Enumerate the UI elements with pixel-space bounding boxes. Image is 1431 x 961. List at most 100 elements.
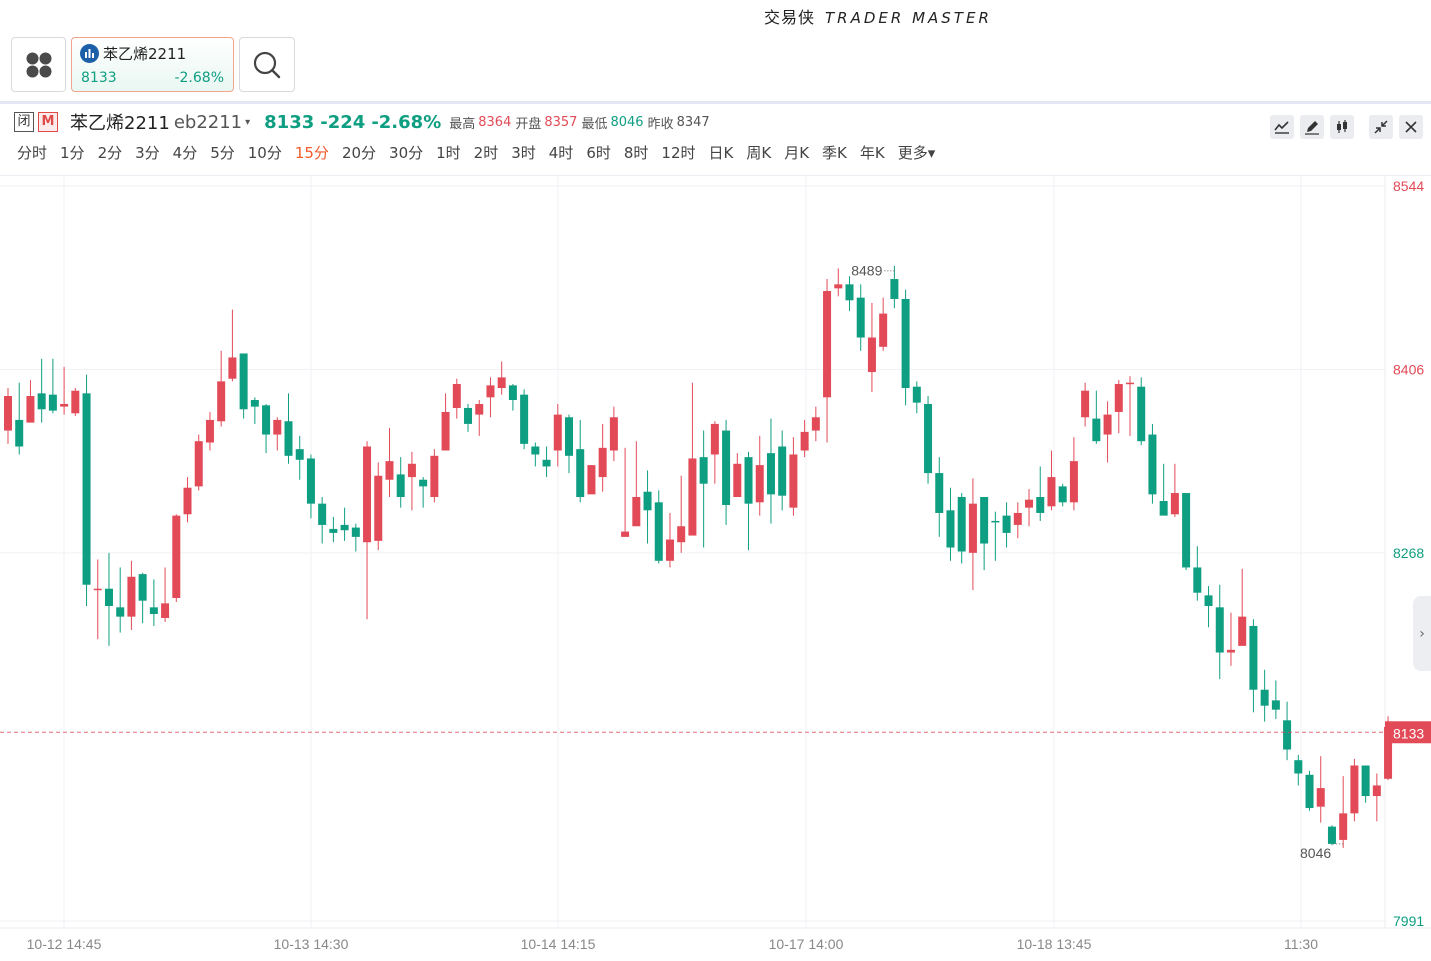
brand-en: TRADER MASTER bbox=[825, 9, 992, 27]
period-tab[interactable]: 20分 bbox=[341, 144, 377, 162]
line-chart-icon bbox=[1274, 121, 1289, 134]
candle-body bbox=[924, 403, 933, 474]
top-toolbar: 苯乙烯2211 8133 -2.68% bbox=[0, 36, 1431, 94]
period-tab[interactable]: 15分 bbox=[294, 144, 329, 162]
quote-card-price: 8133 bbox=[81, 70, 117, 86]
candle-body bbox=[665, 539, 674, 561]
candle-body bbox=[879, 313, 888, 347]
candle-body bbox=[318, 503, 327, 525]
candle-body bbox=[430, 455, 439, 498]
candle-body bbox=[744, 457, 753, 504]
search-button[interactable] bbox=[239, 37, 295, 92]
candle-body bbox=[1226, 649, 1235, 653]
collapse-button[interactable] bbox=[1369, 115, 1393, 139]
candle-body bbox=[980, 497, 989, 544]
candle-body bbox=[1013, 512, 1022, 525]
indicator-button[interactable] bbox=[1270, 115, 1294, 139]
candle-body bbox=[464, 407, 473, 424]
brand-cn: 交易侠 bbox=[764, 8, 816, 27]
period-tab[interactable]: 12时 bbox=[661, 144, 696, 162]
prev-close-value: 8347 bbox=[676, 114, 710, 130]
candle-body bbox=[991, 520, 1000, 523]
market-closed-badge: 闭 bbox=[14, 112, 34, 132]
quote-card[interactable]: 苯乙烯2211 8133 -2.68% bbox=[71, 37, 234, 92]
candle-body bbox=[161, 603, 170, 618]
kline-chart[interactable]: 10-12 14:45 10-13 14:30 10-14 14:15 10-17 1… bbox=[0, 175, 1431, 956]
period-tab[interactable]: 3分 bbox=[135, 144, 160, 162]
candlestick-chart[interactable]: 10-12 14:45 10-13 14:30 10-14 14:15 10-17 1… bbox=[0, 176, 1431, 957]
period-tab[interactable]: 周K bbox=[746, 144, 772, 162]
period-tab[interactable]: 1分 bbox=[60, 144, 85, 162]
chevron-down-icon[interactable]: ▾ bbox=[245, 116, 251, 128]
candle-body bbox=[194, 441, 203, 487]
candle-body bbox=[127, 576, 136, 617]
chart-type-button[interactable] bbox=[1330, 115, 1354, 139]
period-tab[interactable]: 6时 bbox=[586, 144, 611, 162]
period-tab[interactable]: 30分 bbox=[389, 144, 424, 162]
candle-body bbox=[1126, 382, 1134, 385]
period-tab[interactable]: 季K bbox=[822, 144, 847, 162]
period-tab[interactable]: 2分 bbox=[97, 144, 123, 162]
candle-body bbox=[4, 396, 12, 431]
grid-icon bbox=[26, 52, 51, 77]
candle-body bbox=[329, 528, 338, 533]
candle-body bbox=[228, 357, 237, 379]
period-tab[interactable]: 8时 bbox=[623, 144, 649, 162]
candlestick-icon bbox=[1337, 120, 1347, 133]
candle-body bbox=[800, 431, 809, 451]
period-tab[interactable]: 4分 bbox=[172, 144, 198, 162]
period-tab[interactable]: 2时 bbox=[473, 144, 499, 162]
x-tick-label: 10-17 14:00 bbox=[769, 936, 844, 952]
candle-body bbox=[856, 297, 865, 338]
symbol-code[interactable]: eb2211 bbox=[173, 111, 243, 133]
period-tab[interactable]: 日K bbox=[708, 144, 734, 162]
candle-body bbox=[766, 453, 775, 495]
candle-body bbox=[1294, 760, 1303, 774]
period-tab[interactable]: 3时 bbox=[511, 144, 536, 162]
prev-close-label: 昨收 bbox=[647, 116, 674, 132]
chart-tools bbox=[1270, 115, 1354, 139]
last-price: 8133 bbox=[264, 111, 315, 133]
y-tick-label: 7991 bbox=[1393, 913, 1424, 929]
period-tab[interactable]: 4时 bbox=[548, 144, 574, 162]
symbol-info-bar: 闭 M 苯乙烯2211 eb2211 ▾ 8133 -224 -2.68% 最高… bbox=[14, 108, 710, 136]
menu-button[interactable] bbox=[11, 37, 66, 92]
candle-body bbox=[542, 459, 551, 467]
candle-body bbox=[1092, 418, 1101, 442]
x-tick-label: 10-14 14:15 bbox=[521, 936, 596, 952]
candle-body bbox=[37, 393, 46, 410]
draw-button[interactable] bbox=[1300, 115, 1324, 139]
candle-body bbox=[295, 449, 304, 460]
brand-title: 交易侠 TRADER MASTER bbox=[764, 4, 992, 28]
candle-body bbox=[205, 419, 214, 443]
chevron-right-icon: › bbox=[1419, 625, 1425, 642]
close-button[interactable] bbox=[1399, 115, 1423, 139]
period-tab[interactable]: 年K bbox=[859, 144, 885, 162]
candle-body bbox=[217, 381, 226, 422]
candle-body bbox=[1081, 390, 1090, 418]
candle-body bbox=[486, 385, 495, 398]
y-tick-label: 8544 bbox=[1393, 178, 1424, 194]
period-tab[interactable]: 分时 bbox=[17, 144, 48, 162]
candle-body bbox=[1249, 625, 1258, 690]
candle-body bbox=[374, 475, 383, 541]
period-tab[interactable]: 1时 bbox=[436, 144, 461, 162]
candle-body bbox=[273, 419, 282, 435]
period-tab[interactable]: 10分 bbox=[247, 144, 282, 162]
candle-body bbox=[1350, 765, 1359, 814]
max-price-label: 8489 bbox=[851, 263, 882, 279]
candle-body bbox=[1114, 384, 1123, 412]
period-tab[interactable]: 5分 bbox=[210, 144, 235, 162]
period-tab[interactable]: 更多▾ bbox=[897, 144, 936, 162]
side-panel-toggle[interactable]: › bbox=[1413, 596, 1431, 671]
candle-body bbox=[722, 430, 731, 505]
candle-body bbox=[284, 421, 293, 456]
candle-body bbox=[598, 447, 607, 478]
symbol-name[interactable]: 苯乙烯2211 bbox=[70, 113, 170, 134]
candle-body bbox=[1215, 607, 1224, 653]
candle-body bbox=[149, 607, 158, 614]
candle-body bbox=[1305, 774, 1314, 809]
period-tab[interactable]: 月K bbox=[784, 144, 810, 162]
candle-body bbox=[520, 394, 529, 444]
candle-body bbox=[1170, 493, 1179, 515]
